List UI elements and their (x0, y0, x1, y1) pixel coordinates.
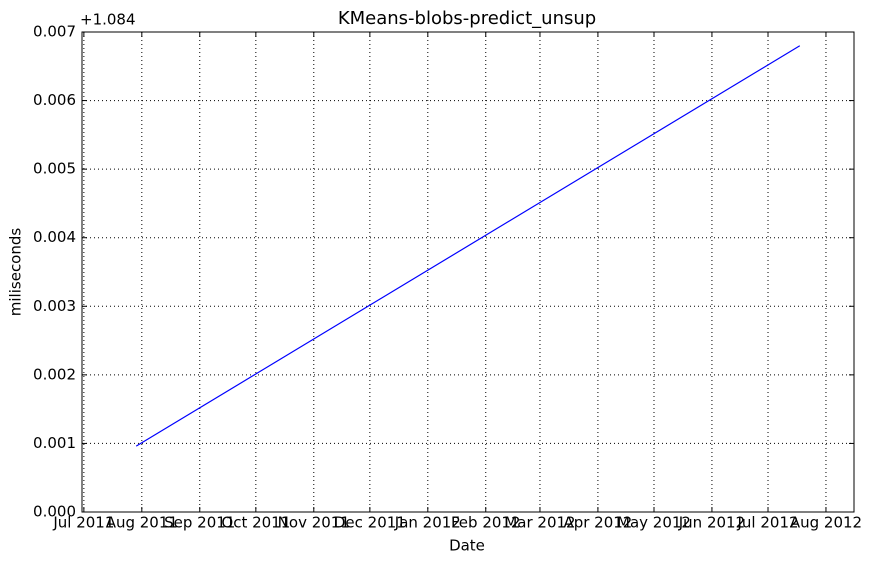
x-tick-label: Feb 2012 (451, 514, 521, 532)
y-tick-label: 0.002 (33, 365, 76, 383)
x-tick-label: Apr 2012 (563, 514, 632, 532)
y-tick-label: 0.000 (33, 503, 76, 521)
x-tick-label: Mar 2012 (504, 514, 575, 532)
x-tick-label: Oct 2011 (221, 514, 290, 532)
y-tick-label: 0.001 (33, 434, 76, 452)
y-tick-label: 0.007 (33, 23, 76, 41)
y-tick-label: 0.004 (33, 228, 76, 246)
y-tick-label: 0.005 (33, 160, 76, 178)
y-axis-label: miliseconds (7, 228, 25, 317)
y-tick-label: 0.003 (33, 297, 76, 315)
x-tick-label: Dec 2011 (334, 514, 406, 532)
x-tick-label: Aug 2011 (106, 514, 178, 532)
x-tick-label: Aug 2012 (790, 514, 862, 532)
x-tick-label: Sep 2011 (164, 514, 235, 532)
x-tick-label: Nov 2011 (278, 514, 350, 532)
data-line (135, 45, 801, 447)
x-tick-label: Jul 2011 (52, 514, 114, 532)
plot-frame (81, 31, 855, 513)
y-tick-label: 0.006 (33, 91, 76, 109)
x-tick-label: Jul 2012 (736, 514, 798, 532)
offset-text: +1.084 (80, 11, 136, 29)
x-tick-label: Jun 2012 (678, 514, 745, 532)
chart-title: KMeans-blobs-predict_unsup (338, 8, 596, 29)
x-tick-label: May 2012 (617, 514, 691, 532)
x-axis-label: Date (449, 537, 485, 555)
x-tick-label: Jan 2012 (394, 514, 461, 532)
